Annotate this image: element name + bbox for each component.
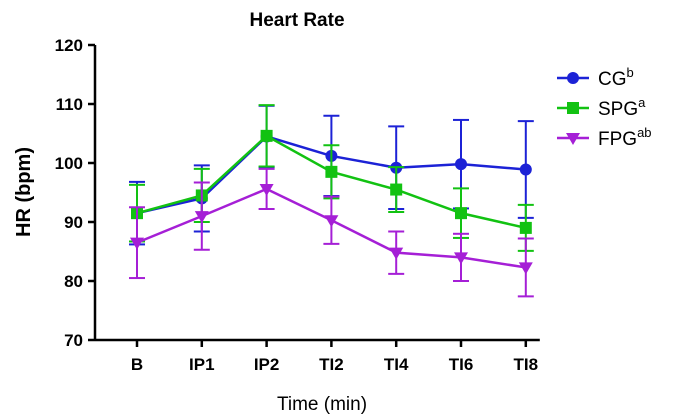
- legend-marker-spg: [567, 102, 579, 114]
- data-point-spg: [325, 165, 338, 178]
- y-tick-label: 90: [64, 213, 83, 232]
- data-point-spg: [455, 207, 467, 220]
- data-point-fpg: [454, 252, 468, 265]
- plot-area: [129, 104, 534, 298]
- y-tick-label: 120: [55, 36, 83, 55]
- legend: CGb SPGa FPGab: [557, 65, 652, 150]
- data-point-fpg: [130, 237, 144, 250]
- y-tick-label: 100: [55, 154, 83, 173]
- data-point-spg: [519, 221, 532, 234]
- x-axis-title: Time (min): [277, 394, 367, 415]
- y-axis-title: HR (bpm): [13, 147, 35, 237]
- data-point-fpg: [194, 211, 209, 224]
- data-point-fpg: [389, 247, 404, 260]
- y-axis: 70 80 90 100 110 120: [55, 36, 97, 350]
- x-tick-label: TI4: [384, 355, 409, 374]
- legend-label-spg: SPGa: [598, 95, 646, 120]
- x-tick-label: IP2: [254, 355, 280, 374]
- data-point-fpg: [324, 215, 339, 228]
- data-point-cg: [519, 163, 532, 176]
- data-point-spg: [390, 183, 403, 196]
- data-point-cg: [455, 158, 467, 171]
- legend-label-fpg: FPGab: [598, 125, 652, 150]
- data-point-spg: [260, 129, 273, 142]
- data-point-fpg: [518, 262, 533, 275]
- x-tick-label: TI6: [449, 355, 474, 374]
- data-point-fpg: [259, 183, 274, 196]
- legend-marker-cg: [567, 72, 579, 84]
- x-axis: B IP1 IP2 TI2 TI4 TI6 TI8: [95, 338, 540, 374]
- x-tick-label: IP1: [189, 355, 215, 374]
- x-tick-label: TI8: [514, 355, 539, 374]
- legend-item-spg: SPGa: [557, 95, 646, 120]
- legend-item-cg: CGb: [557, 65, 634, 90]
- legend-marker-fpg: [566, 133, 580, 145]
- legend-item-fpg: FPGab: [557, 125, 652, 150]
- series-fpg: [129, 167, 534, 298]
- x-tick-label: B: [131, 355, 143, 374]
- chart-title: Heart Rate: [249, 10, 344, 31]
- y-tick-label: 70: [64, 331, 83, 350]
- y-tick-label: 110: [56, 95, 83, 114]
- legend-label-cg: CGb: [598, 65, 634, 90]
- y-tick-label: 80: [64, 272, 83, 291]
- x-tick-label: TI2: [319, 355, 344, 374]
